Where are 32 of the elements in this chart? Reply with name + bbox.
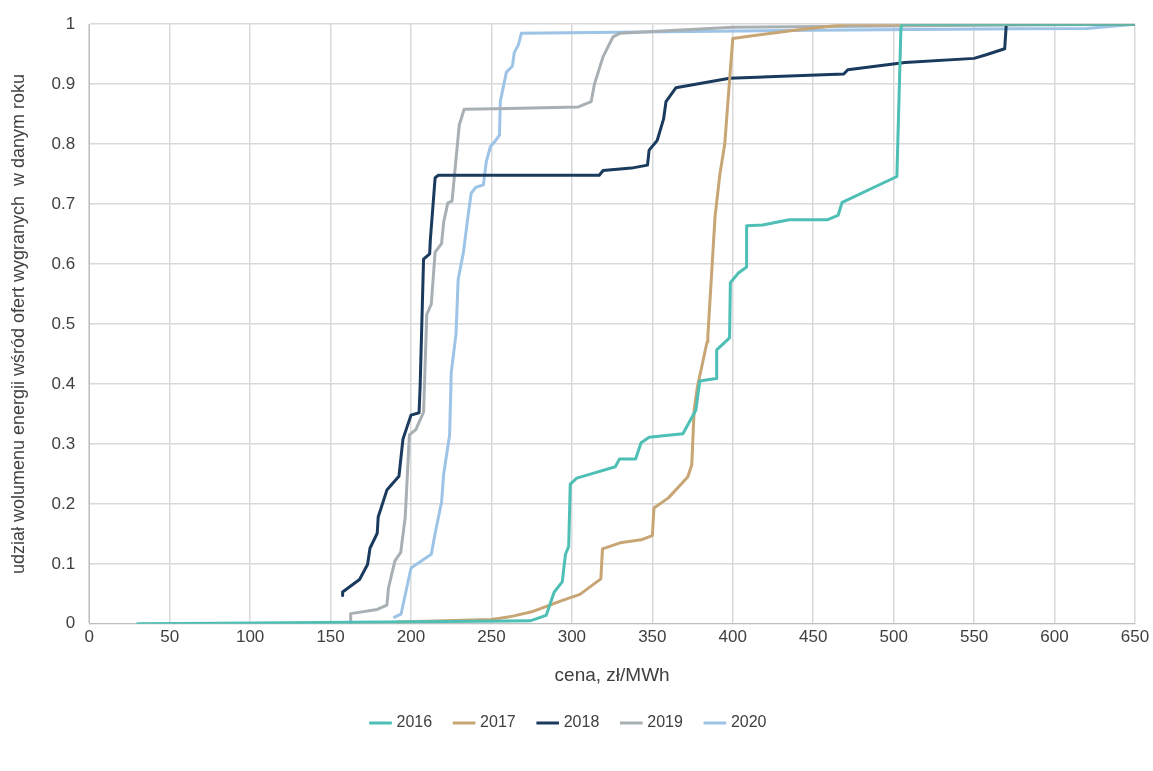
x-tick-label: 400 <box>718 626 747 646</box>
x-tick-label: 500 <box>879 626 908 646</box>
legend-label: 2019 <box>647 713 683 731</box>
y-axis-title: udział wolumenu energii wśród ofert wygranych w danym roku <box>7 73 28 575</box>
x-tick-label: 450 <box>799 626 828 646</box>
y-tick-label: 0.9 <box>51 73 76 93</box>
x-tick-label: 300 <box>557 626 587 646</box>
y-tick-label: 0 <box>65 613 76 633</box>
x-tick-label: 100 <box>235 626 265 646</box>
y-tick-label: 0.3 <box>51 433 76 453</box>
y-tick-label: 0.1 <box>51 553 76 573</box>
x-tick-label: 350 <box>638 626 667 646</box>
y-tick-label: 0.4 <box>51 373 76 393</box>
y-tick-label: 1 <box>65 13 76 33</box>
legend-label: 2018 <box>563 713 600 731</box>
legend-label: 2017 <box>480 713 516 731</box>
y-tick-label: 0.5 <box>51 313 76 333</box>
x-tick-label: 150 <box>316 626 345 646</box>
x-tick-label: 0 <box>84 626 94 646</box>
y-tick-label: 0.8 <box>51 133 76 153</box>
y-tick-label: 0.2 <box>51 493 76 513</box>
x-tick-label: 50 <box>160 626 180 646</box>
y-tick-label: 0.6 <box>51 253 76 273</box>
legend-label: 2016 <box>396 713 433 731</box>
x-tick-label: 550 <box>959 626 989 646</box>
x-tick-label: 650 <box>1120 626 1150 646</box>
x-tick-label: 250 <box>477 626 506 646</box>
y-tick-label: 0.7 <box>51 193 76 213</box>
legend-label: 2020 <box>730 713 767 731</box>
x-axis-title: cena, zł/MWh <box>554 663 670 685</box>
x-tick-label: 600 <box>1040 626 1069 646</box>
x-tick-label: 200 <box>396 626 426 646</box>
